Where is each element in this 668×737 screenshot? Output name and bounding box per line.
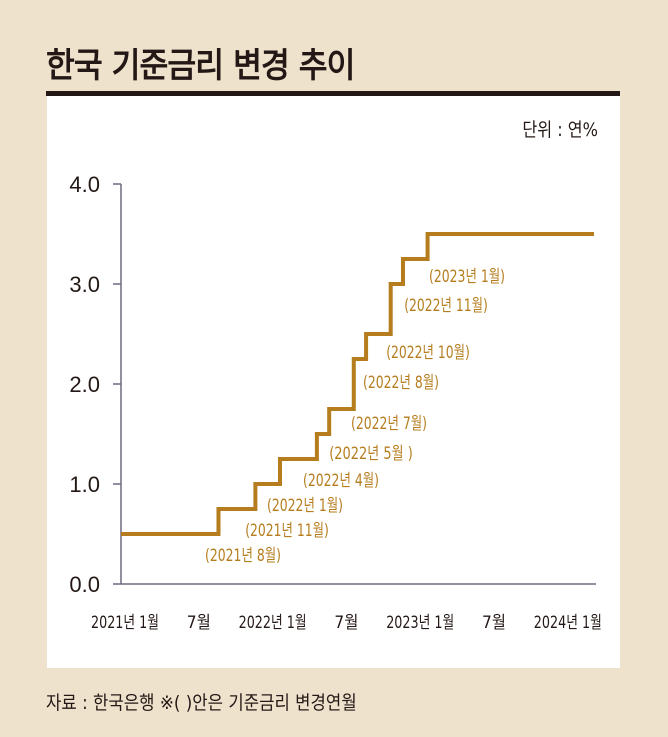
change-date-label: (2023년 1월) [429, 267, 505, 287]
y-tick-label: 2.0 [69, 372, 100, 397]
change-date-label: (2022년 10월) [386, 343, 470, 363]
x-tick-label: 2021년 1월 [91, 613, 159, 633]
change-date-label: (2022년 1월) [267, 496, 343, 516]
unit-label: 단위 : 연% [522, 119, 598, 141]
x-tick-label: 7월 [482, 613, 506, 633]
change-date-label: (2022년 7월) [351, 414, 427, 434]
change-date-label: (2021년 8월) [205, 546, 281, 566]
y-tick-label: 1.0 [69, 472, 100, 497]
chart-panel [47, 96, 620, 668]
x-tick-label: 2024년 1월 [534, 613, 602, 633]
change-date-label: (2022년 8월) [363, 373, 439, 393]
y-tick-label: 4.0 [69, 172, 100, 197]
x-tick-label: 2022년 1월 [239, 613, 307, 633]
y-tick-label: 3.0 [69, 272, 100, 297]
rate-step-line [121, 232, 594, 536]
x-tick-label: 7월 [187, 613, 211, 633]
change-date-label: (2022년 5월 ) [329, 444, 413, 464]
x-tick-label: 2023년 1월 [386, 613, 454, 633]
change-date-label: (2021년 11월) [245, 521, 329, 541]
chart-title: 한국 기준금리 변경 추이 [46, 46, 355, 86]
change-date-label: (2022년 11월) [404, 296, 488, 316]
y-tick-label: 0.0 [69, 572, 100, 597]
change-date-label: (2022년 4월) [303, 471, 379, 491]
x-tick-label: 7월 [334, 613, 358, 633]
source-note: 자료 : 한국은행 ※( )안은 기준금리 변경연월 [46, 692, 357, 714]
title-divider [46, 91, 620, 96]
